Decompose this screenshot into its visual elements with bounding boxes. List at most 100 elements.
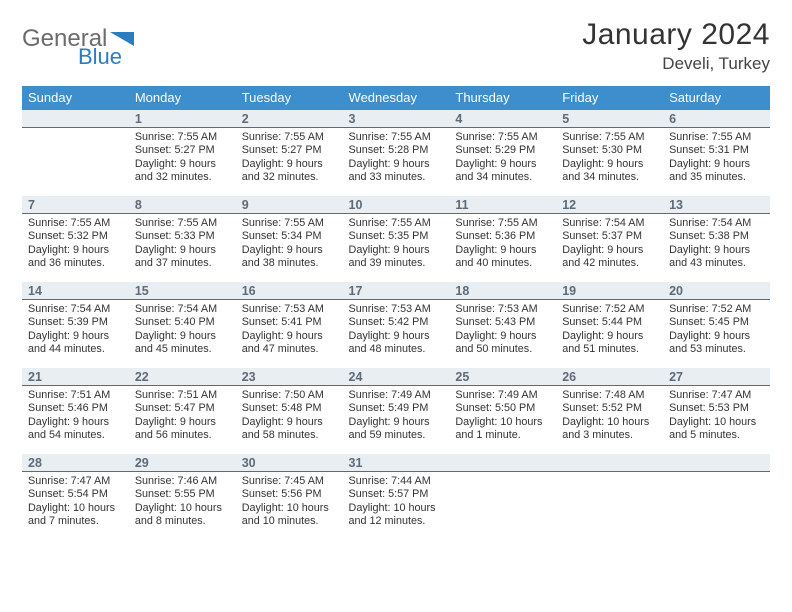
- daylight-text: Daylight: 9 hours and 56 minutes.: [135, 416, 230, 443]
- daylight-text: Daylight: 9 hours and 54 minutes.: [28, 416, 123, 443]
- day-number: 26: [556, 368, 663, 386]
- calendar-day-cell: [556, 454, 663, 540]
- calendar-day-cell: 31Sunrise: 7:44 AMSunset: 5:57 PMDayligh…: [343, 454, 450, 540]
- calendar-day-cell: 25Sunrise: 7:49 AMSunset: 5:50 PMDayligh…: [449, 368, 556, 454]
- sunset-text: Sunset: 5:31 PM: [669, 144, 764, 157]
- day-details: Sunrise: 7:46 AMSunset: 5:55 PMDaylight:…: [129, 472, 236, 535]
- day-number: 10: [343, 196, 450, 214]
- sunrise-text: Sunrise: 7:44 AM: [349, 475, 444, 488]
- day-number: 31: [343, 454, 450, 472]
- day-number: 24: [343, 368, 450, 386]
- day-details: [22, 128, 129, 137]
- daylight-text: Daylight: 9 hours and 39 minutes.: [349, 244, 444, 271]
- day-details: Sunrise: 7:44 AMSunset: 5:57 PMDaylight:…: [343, 472, 450, 535]
- daylight-text: Daylight: 10 hours and 7 minutes.: [28, 502, 123, 529]
- sunset-text: Sunset: 5:41 PM: [242, 316, 337, 329]
- calendar-day-cell: 11Sunrise: 7:55 AMSunset: 5:36 PMDayligh…: [449, 196, 556, 282]
- calendar-day-cell: 18Sunrise: 7:53 AMSunset: 5:43 PMDayligh…: [449, 282, 556, 368]
- day-details: Sunrise: 7:55 AMSunset: 5:29 PMDaylight:…: [449, 128, 556, 191]
- daylight-text: Daylight: 9 hours and 44 minutes.: [28, 330, 123, 357]
- calendar-day-cell: 24Sunrise: 7:49 AMSunset: 5:49 PMDayligh…: [343, 368, 450, 454]
- sunset-text: Sunset: 5:53 PM: [669, 402, 764, 415]
- day-number: 1: [129, 110, 236, 128]
- sunset-text: Sunset: 5:37 PM: [562, 230, 657, 243]
- weekday-friday: Friday: [556, 86, 663, 110]
- weekday-tuesday: Tuesday: [236, 86, 343, 110]
- calendar-day-cell: 29Sunrise: 7:46 AMSunset: 5:55 PMDayligh…: [129, 454, 236, 540]
- sunset-text: Sunset: 5:27 PM: [242, 144, 337, 157]
- day-number: 29: [129, 454, 236, 472]
- daylight-text: Daylight: 9 hours and 45 minutes.: [135, 330, 230, 357]
- sunrise-text: Sunrise: 7:55 AM: [455, 217, 550, 230]
- sunset-text: Sunset: 5:44 PM: [562, 316, 657, 329]
- day-details: Sunrise: 7:55 AMSunset: 5:34 PMDaylight:…: [236, 214, 343, 277]
- day-number: 6: [663, 110, 770, 128]
- sunrise-text: Sunrise: 7:45 AM: [242, 475, 337, 488]
- sunset-text: Sunset: 5:42 PM: [349, 316, 444, 329]
- day-number: 8: [129, 196, 236, 214]
- weekday-wednesday: Wednesday: [343, 86, 450, 110]
- day-details: Sunrise: 7:45 AMSunset: 5:56 PMDaylight:…: [236, 472, 343, 535]
- daylight-text: Daylight: 9 hours and 32 minutes.: [242, 158, 337, 185]
- calendar-week-row: 14Sunrise: 7:54 AMSunset: 5:39 PMDayligh…: [22, 282, 770, 368]
- calendar-day-cell: 23Sunrise: 7:50 AMSunset: 5:48 PMDayligh…: [236, 368, 343, 454]
- day-number: 12: [556, 196, 663, 214]
- day-number: 25: [449, 368, 556, 386]
- sunrise-text: Sunrise: 7:53 AM: [242, 303, 337, 316]
- daylight-text: Daylight: 9 hours and 42 minutes.: [562, 244, 657, 271]
- sunset-text: Sunset: 5:36 PM: [455, 230, 550, 243]
- sunset-text: Sunset: 5:43 PM: [455, 316, 550, 329]
- sunrise-text: Sunrise: 7:47 AM: [28, 475, 123, 488]
- sunset-text: Sunset: 5:54 PM: [28, 488, 123, 501]
- daylight-text: Daylight: 9 hours and 58 minutes.: [242, 416, 337, 443]
- sunrise-text: Sunrise: 7:52 AM: [562, 303, 657, 316]
- calendar-day-cell: 28Sunrise: 7:47 AMSunset: 5:54 PMDayligh…: [22, 454, 129, 540]
- daylight-text: Daylight: 10 hours and 10 minutes.: [242, 502, 337, 529]
- sunset-text: Sunset: 5:38 PM: [669, 230, 764, 243]
- calendar-day-cell: 27Sunrise: 7:47 AMSunset: 5:53 PMDayligh…: [663, 368, 770, 454]
- day-details: Sunrise: 7:53 AMSunset: 5:41 PMDaylight:…: [236, 300, 343, 363]
- calendar-day-cell: 6Sunrise: 7:55 AMSunset: 5:31 PMDaylight…: [663, 110, 770, 196]
- day-details: Sunrise: 7:55 AMSunset: 5:35 PMDaylight:…: [343, 214, 450, 277]
- sunrise-text: Sunrise: 7:51 AM: [135, 389, 230, 402]
- sunset-text: Sunset: 5:56 PM: [242, 488, 337, 501]
- sunset-text: Sunset: 5:27 PM: [135, 144, 230, 157]
- sunset-text: Sunset: 5:49 PM: [349, 402, 444, 415]
- day-details: [663, 472, 770, 481]
- day-number: 4: [449, 110, 556, 128]
- day-number: [556, 454, 663, 472]
- calendar-day-cell: 7Sunrise: 7:55 AMSunset: 5:32 PMDaylight…: [22, 196, 129, 282]
- daylight-text: Daylight: 9 hours and 34 minutes.: [562, 158, 657, 185]
- sunrise-text: Sunrise: 7:55 AM: [349, 131, 444, 144]
- calendar-day-cell: 22Sunrise: 7:51 AMSunset: 5:47 PMDayligh…: [129, 368, 236, 454]
- calendar-day-cell: 4Sunrise: 7:55 AMSunset: 5:29 PMDaylight…: [449, 110, 556, 196]
- sunset-text: Sunset: 5:29 PM: [455, 144, 550, 157]
- day-number: 2: [236, 110, 343, 128]
- calendar-day-cell: 20Sunrise: 7:52 AMSunset: 5:45 PMDayligh…: [663, 282, 770, 368]
- sunrise-text: Sunrise: 7:46 AM: [135, 475, 230, 488]
- sunset-text: Sunset: 5:35 PM: [349, 230, 444, 243]
- daylight-text: Daylight: 10 hours and 12 minutes.: [349, 502, 444, 529]
- generalblue-logo-icon: General Blue: [22, 24, 152, 66]
- day-number: 15: [129, 282, 236, 300]
- day-number: 11: [449, 196, 556, 214]
- sunrise-text: Sunrise: 7:54 AM: [135, 303, 230, 316]
- sunrise-text: Sunrise: 7:48 AM: [562, 389, 657, 402]
- day-number: 18: [449, 282, 556, 300]
- daylight-text: Daylight: 9 hours and 51 minutes.: [562, 330, 657, 357]
- sunset-text: Sunset: 5:55 PM: [135, 488, 230, 501]
- daylight-text: Daylight: 9 hours and 53 minutes.: [669, 330, 764, 357]
- day-details: Sunrise: 7:52 AMSunset: 5:44 PMDaylight:…: [556, 300, 663, 363]
- day-details: Sunrise: 7:54 AMSunset: 5:39 PMDaylight:…: [22, 300, 129, 363]
- calendar-day-cell: 17Sunrise: 7:53 AMSunset: 5:42 PMDayligh…: [343, 282, 450, 368]
- sunrise-text: Sunrise: 7:55 AM: [135, 217, 230, 230]
- day-details: Sunrise: 7:51 AMSunset: 5:46 PMDaylight:…: [22, 386, 129, 449]
- day-number: [22, 110, 129, 128]
- weekday-monday: Monday: [129, 86, 236, 110]
- day-details: Sunrise: 7:55 AMSunset: 5:31 PMDaylight:…: [663, 128, 770, 191]
- calendar-day-cell: 15Sunrise: 7:54 AMSunset: 5:40 PMDayligh…: [129, 282, 236, 368]
- sunrise-text: Sunrise: 7:55 AM: [349, 217, 444, 230]
- calendar-day-cell: 12Sunrise: 7:54 AMSunset: 5:37 PMDayligh…: [556, 196, 663, 282]
- sunrise-text: Sunrise: 7:54 AM: [28, 303, 123, 316]
- daylight-text: Daylight: 9 hours and 35 minutes.: [669, 158, 764, 185]
